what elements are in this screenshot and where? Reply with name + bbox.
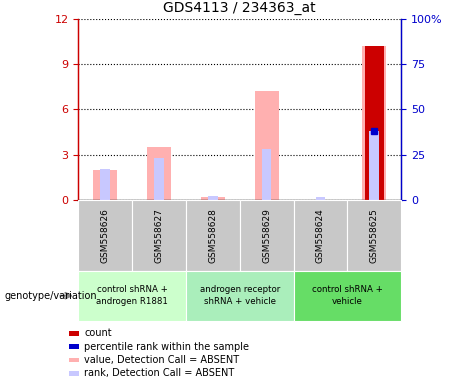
Bar	[132, 200, 186, 271]
Text: count: count	[84, 328, 112, 338]
Bar	[78, 271, 186, 321]
Text: GSM558624: GSM558624	[316, 208, 325, 263]
Bar	[69, 358, 79, 362]
Text: value, Detection Call = ABSENT: value, Detection Call = ABSENT	[84, 355, 239, 365]
Bar	[69, 344, 79, 349]
Text: GSM558627: GSM558627	[154, 208, 164, 263]
Text: percentile rank within the sample: percentile rank within the sample	[84, 341, 249, 352]
Bar	[186, 200, 240, 271]
Text: GSM558628: GSM558628	[208, 208, 217, 263]
Bar	[93, 170, 118, 200]
Bar	[365, 46, 384, 200]
Text: GSM558625: GSM558625	[370, 208, 378, 263]
Bar	[78, 200, 132, 271]
Text: genotype/variation: genotype/variation	[5, 291, 97, 301]
Bar	[362, 46, 386, 200]
Text: GSM558629: GSM558629	[262, 208, 271, 263]
Title: GDS4113 / 234363_at: GDS4113 / 234363_at	[163, 2, 316, 15]
Bar	[154, 158, 164, 200]
Bar	[186, 271, 294, 321]
Text: control shRNA +
vehicle: control shRNA + vehicle	[312, 285, 383, 306]
Bar	[69, 331, 79, 336]
Bar	[201, 197, 225, 200]
Bar	[240, 200, 294, 271]
Bar	[315, 197, 325, 200]
Text: GSM558626: GSM558626	[101, 208, 110, 263]
Text: control shRNA +
androgen R1881: control shRNA + androgen R1881	[96, 285, 168, 306]
Bar	[208, 196, 218, 200]
Bar	[147, 147, 171, 200]
Bar	[347, 200, 401, 271]
Bar	[100, 169, 110, 200]
Text: rank, Detection Call = ABSENT: rank, Detection Call = ABSENT	[84, 368, 234, 379]
Bar	[294, 200, 347, 271]
Bar	[369, 131, 379, 200]
Text: androgen receptor
shRNA + vehicle: androgen receptor shRNA + vehicle	[200, 285, 280, 306]
Bar	[254, 91, 279, 200]
Bar	[262, 149, 272, 200]
Bar	[294, 271, 401, 321]
Bar	[69, 371, 79, 376]
